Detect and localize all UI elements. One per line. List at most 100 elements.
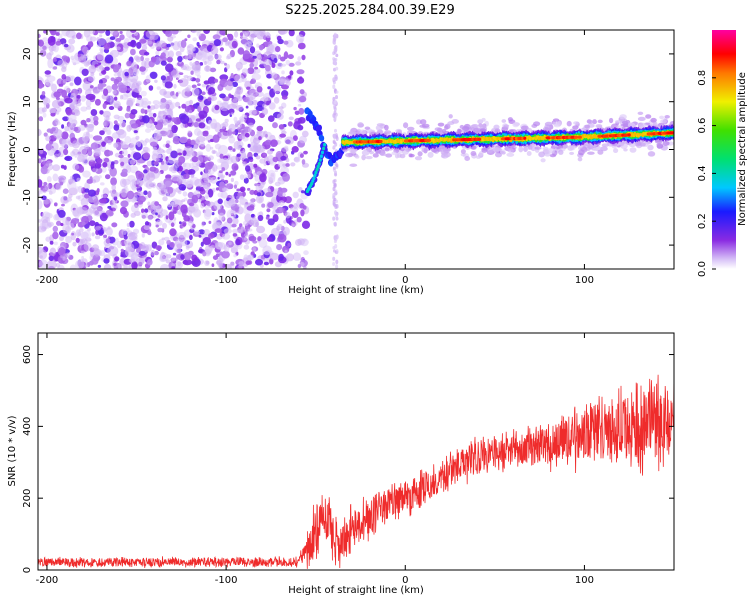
noise-blob [152,204,161,212]
noise-blob [247,228,253,232]
track-halo [508,129,514,134]
noise-blob [106,129,112,136]
noise-blob [172,210,177,214]
noise-blob [42,97,51,105]
noise-blob [107,139,112,145]
noise-blob [196,42,200,47]
noise-blob [284,145,289,150]
noise-blob [83,145,90,150]
noise-blob [61,55,68,61]
noise-blob [156,183,167,191]
track-halo [479,128,487,133]
noise-blob [76,152,82,157]
column-blob [333,104,337,110]
noise-blob [248,156,253,160]
noise-blob [181,88,191,99]
noise-blob [192,37,197,42]
noise-blob [47,57,54,69]
track-halo [500,149,506,155]
track-halo [391,151,397,156]
noise-blob [287,54,294,60]
noise-blob [103,263,112,269]
noise-blob [178,184,187,191]
noise-blob [61,203,65,207]
noise-blob [130,39,137,48]
noise-blob [43,181,48,186]
track-halo [518,146,524,153]
noise-blob [217,158,223,163]
column-blob [335,95,338,100]
noise-blob [167,36,174,42]
track-halo [592,147,600,152]
noise-blob [153,161,159,166]
noise-blob [241,226,244,231]
noise-blob [143,51,150,56]
noise-blob [171,124,178,134]
noise-blob [178,106,181,109]
noise-blob [239,186,246,193]
noise-blob [96,30,106,34]
noise-blob [176,254,180,260]
noise-blob [131,82,140,93]
noise-blob [184,169,189,173]
noise-blob [157,214,161,218]
track-halo [623,148,628,152]
column-blob [332,186,336,192]
noise-blob [65,30,76,38]
noise-blob [204,205,210,210]
track-halo [587,119,594,125]
noise-blob [51,127,56,132]
noise-blob [119,34,125,41]
noise-blob [237,203,242,207]
noise-blob [108,106,115,110]
noise-blob [145,30,156,39]
noise-blob [170,201,175,207]
noise-blob [110,30,119,36]
noise-blob [247,254,254,261]
noise-blob [221,167,225,172]
noise-blob [206,126,211,130]
noise-blob [196,151,204,156]
noise-blob [65,108,73,116]
noise-blob [99,34,103,38]
noise-blob [42,161,46,165]
noise-blob [169,241,175,248]
noise-blob [267,149,273,155]
noise-blob [61,139,69,149]
noise-blob [165,215,169,220]
track-halo [637,116,646,122]
noise-blob [138,114,143,120]
noise-blob [266,236,273,242]
track-halo [380,152,387,157]
noise-blob [275,78,286,86]
noise-blob [177,190,182,195]
noise-blob [226,53,232,60]
noise-blob [182,191,188,197]
noise-blob [270,251,274,256]
noise-blob [256,125,264,132]
noise-blob [152,146,157,151]
noise-blob [175,73,181,79]
noise-blob [242,161,246,167]
noise-blob [135,56,142,63]
arm-core [319,154,323,158]
noise-blob [147,40,153,45]
noise-blob [211,108,215,112]
noise-blob [227,199,236,207]
noise-blob [239,223,243,228]
noise-blob [54,118,59,124]
track-halo [385,153,393,158]
noise-blob [62,116,69,122]
noise-blob [57,175,67,185]
noise-blob [171,91,175,96]
noise-blob [256,130,263,134]
noise-blob [50,112,56,117]
noise-blob [219,153,224,159]
noise-blob [191,144,194,148]
noise-blob [46,221,54,227]
track-halo [402,122,409,129]
track-halo [601,143,609,148]
noise-blob [109,98,115,106]
noise-blob [225,41,231,45]
